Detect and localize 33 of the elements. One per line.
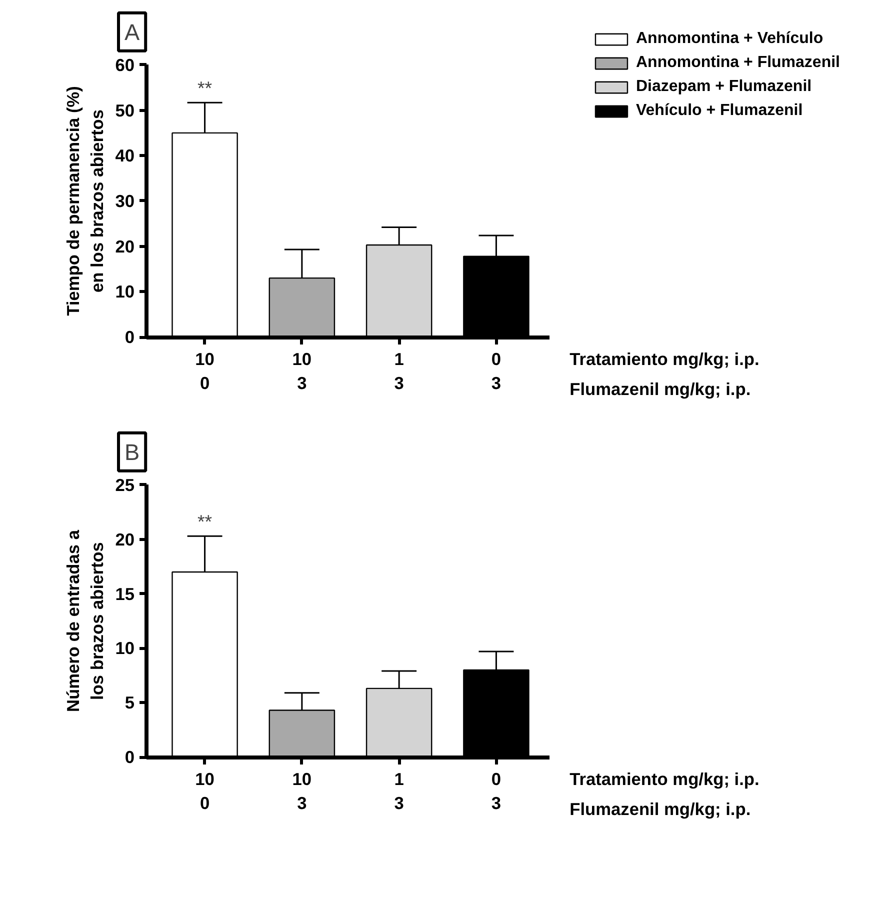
y-tick-label: 30	[115, 190, 135, 211]
y-tick-label: 40	[115, 146, 135, 166]
y-tick-label: 60	[115, 54, 135, 75]
annotation: **	[198, 511, 212, 532]
y-tick-label: 15	[115, 584, 135, 604]
legend-label: Vehículo + Flumazenil	[636, 102, 803, 120]
y-tick-label: 0	[124, 327, 135, 348]
legend-label: Diazepam + Flumazenil	[636, 78, 812, 96]
legend-label: Annomontina + Vehículo	[636, 30, 824, 48]
x-axis-title: Tratamiento mg/kg; i.p. Flumazenil mg/kg; i.p.	[570, 769, 760, 820]
x-tick-label: 1 3	[394, 349, 404, 394]
y-tick-label: 5	[124, 692, 135, 713]
x-tick-label: 10 0	[195, 769, 214, 814]
chart-title: B	[124, 438, 140, 465]
chart-title: A	[124, 18, 140, 45]
y-tick-label: 10	[115, 638, 135, 658]
y-tick-label: 25	[115, 474, 135, 495]
y-tick-label: 10	[115, 282, 135, 302]
x-tick-label: 10 0	[195, 349, 214, 394]
x-tick-label: 1 3	[394, 769, 404, 814]
x-tick-label: 0 3	[491, 769, 502, 814]
y-tick-label: 50	[115, 100, 135, 120]
y-tick-label: 20	[115, 236, 135, 256]
y-tick-label: 0	[124, 747, 135, 768]
legend-label: Annomontina + Flumazenil	[636, 54, 840, 72]
y-tick-label: 20	[115, 529, 135, 550]
x-tick-label: 10 3	[292, 769, 312, 814]
y-axis-title: Tiempo de permanencia (%) en los brazos abiertos	[63, 86, 108, 316]
x-axis-title: Tratamiento mg/kg; i.p. Flumazenil mg/kg; i.p.	[570, 349, 760, 400]
annotation: **	[198, 78, 212, 99]
x-tick-label: 0 3	[491, 349, 502, 394]
x-tick-label: 10 3	[292, 349, 312, 394]
y-axis-title: Número de entradas a los brazos abiertos	[63, 530, 108, 712]
